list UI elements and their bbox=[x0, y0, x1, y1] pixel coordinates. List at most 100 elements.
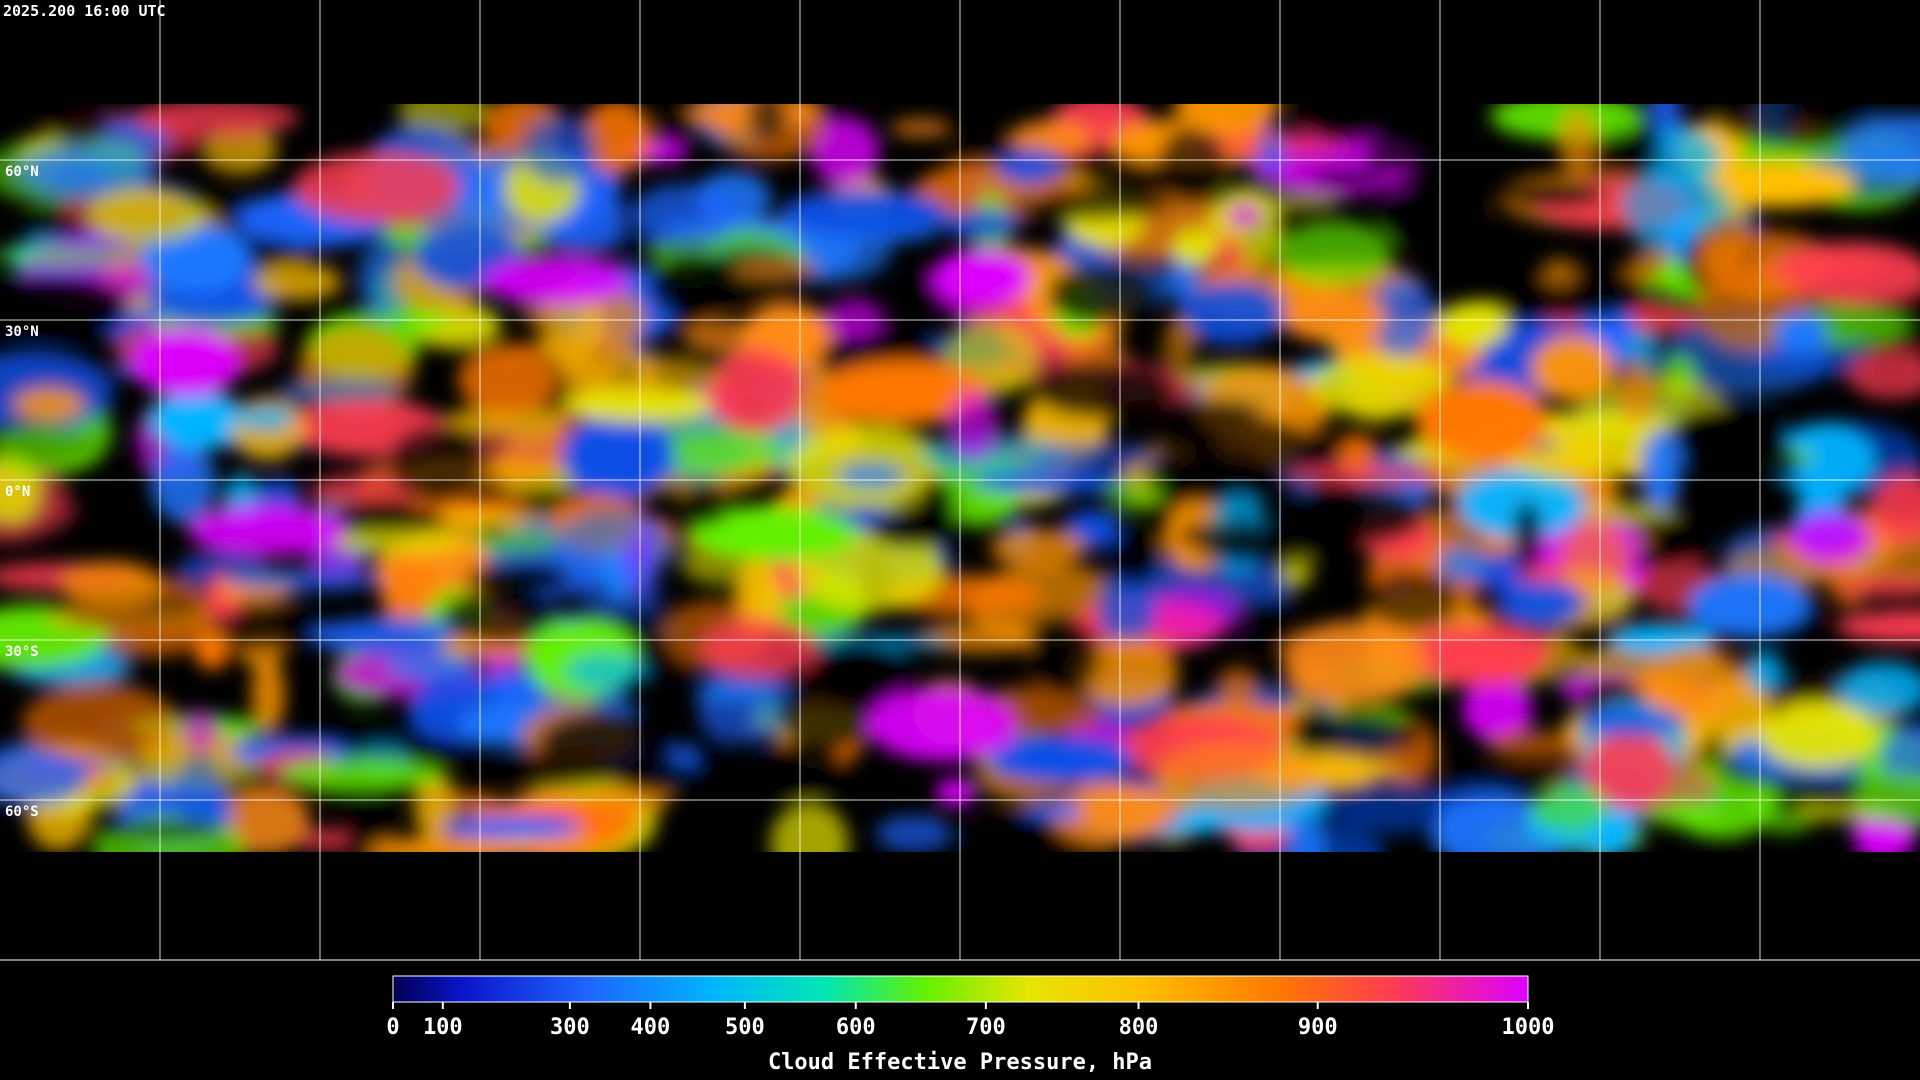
cloud-patch bbox=[0, 742, 89, 807]
lat-label: 0°N bbox=[5, 484, 30, 500]
cloud-patch bbox=[1032, 360, 1173, 419]
cloud-patch bbox=[915, 477, 956, 548]
cloud-patch bbox=[86, 187, 206, 243]
lat-label: 30°S bbox=[5, 644, 39, 660]
cloud-patch bbox=[997, 149, 1064, 184]
cloud-patch bbox=[1791, 513, 1873, 566]
cloud-patch bbox=[1456, 468, 1586, 540]
cloud-patch bbox=[276, 379, 404, 403]
cloud-patch bbox=[1294, 104, 1396, 144]
colorbar-tick-label: 800 bbox=[1119, 1015, 1159, 1040]
cloud-patch bbox=[875, 814, 953, 852]
cloud-patch bbox=[1156, 415, 1324, 493]
cloud-patch bbox=[1216, 667, 1259, 702]
cloud-patch bbox=[1558, 106, 1597, 176]
lat-label: 60°S bbox=[5, 804, 39, 820]
cloud-patch bbox=[681, 480, 729, 527]
cloud-patch bbox=[0, 425, 97, 476]
cloud-patch bbox=[59, 560, 164, 608]
cloud-patch bbox=[173, 753, 227, 831]
cloud-patch bbox=[324, 528, 467, 555]
cloud-patch bbox=[442, 406, 570, 436]
cloud-patch bbox=[366, 836, 529, 852]
cloud-patch bbox=[551, 509, 675, 586]
cloud-patch bbox=[1435, 767, 1584, 785]
cloud-patch bbox=[17, 144, 159, 200]
lat-label: 30°N bbox=[5, 324, 39, 340]
colorbar-tick-label: 0 bbox=[386, 1015, 399, 1040]
lat-label: 60°N bbox=[5, 164, 39, 180]
cloud-patch bbox=[134, 104, 299, 137]
colorbar-tick-label: 700 bbox=[966, 1015, 1006, 1040]
cloud-patch bbox=[732, 257, 820, 281]
cloud-patch bbox=[482, 255, 630, 306]
colorbar-title: Cloud Effective Pressure, hPa bbox=[768, 1050, 1152, 1075]
cloud-patch bbox=[700, 618, 819, 680]
colorbar-ticks: 0 100 300 400 500 600 700 800 900 1000 bbox=[386, 1002, 1554, 1040]
cloud-patch bbox=[1308, 354, 1453, 419]
cloud-patch bbox=[520, 114, 598, 183]
cloud-patch bbox=[1197, 534, 1334, 564]
cloud-patch bbox=[777, 676, 883, 750]
cloud-patch bbox=[1640, 429, 1682, 511]
cloud-patch bbox=[442, 588, 560, 645]
cloud-patch bbox=[537, 710, 676, 783]
cloud-patch bbox=[1077, 786, 1180, 832]
cloud-patch bbox=[866, 687, 1019, 762]
cloud-patch bbox=[696, 661, 796, 743]
cloud-patch bbox=[1773, 310, 1829, 355]
cloud-patch bbox=[1462, 678, 1533, 742]
cloud-patch bbox=[1274, 220, 1394, 286]
cloud-patch bbox=[687, 505, 858, 562]
cloud-patch bbox=[1232, 599, 1296, 617]
cloud-patch bbox=[1702, 161, 1856, 208]
cloud-patch bbox=[1512, 501, 1543, 573]
cloud-patch bbox=[1415, 380, 1549, 462]
cloud-patch bbox=[1838, 575, 1920, 599]
cloud-patch bbox=[1837, 661, 1920, 717]
cloud-patch bbox=[278, 758, 447, 791]
colorbar-tick-label: 500 bbox=[725, 1015, 765, 1040]
cloud-patch bbox=[560, 413, 675, 499]
cloud-patch bbox=[1157, 125, 1227, 204]
cloud-patch bbox=[1009, 120, 1091, 156]
cloud-patch bbox=[1531, 335, 1615, 402]
cloud-patch bbox=[972, 470, 1134, 495]
cloud-patch bbox=[12, 386, 85, 421]
cloud-patch bbox=[1363, 131, 1474, 178]
cloud-patch bbox=[948, 390, 999, 462]
cloud-patch bbox=[131, 328, 242, 397]
cloud-patch bbox=[990, 736, 1135, 785]
cloud-patch bbox=[150, 443, 217, 523]
cloud-patch bbox=[1364, 572, 1461, 629]
colorbar-tick-label: 300 bbox=[550, 1015, 590, 1040]
cloud-patch bbox=[1644, 802, 1726, 828]
cloud-patch bbox=[1369, 275, 1436, 357]
cloud-patch bbox=[309, 617, 472, 655]
cloud-patch bbox=[147, 390, 247, 451]
cloud-patch bbox=[1852, 773, 1920, 826]
cloud-patch bbox=[1686, 572, 1810, 636]
cloud-patch bbox=[1163, 316, 1197, 367]
cloud-patch bbox=[1559, 523, 1630, 596]
cloud-patch bbox=[649, 252, 740, 319]
cloud-patch bbox=[1846, 348, 1920, 400]
cloud-patch bbox=[770, 802, 849, 852]
cloud-patch bbox=[458, 343, 557, 416]
cloud-patch bbox=[447, 794, 499, 816]
cloud-patch bbox=[1871, 471, 1920, 544]
cloud-patch bbox=[1255, 130, 1288, 177]
timestamp: 2025.200 16:00 UTC bbox=[3, 2, 166, 20]
cloud-patch bbox=[1028, 617, 1101, 697]
cloud-patch bbox=[1176, 281, 1287, 346]
cloud-patch bbox=[781, 188, 949, 237]
cloud-patch bbox=[1152, 740, 1322, 810]
cloud-patch bbox=[1280, 292, 1387, 343]
cloud-patch bbox=[344, 806, 396, 852]
cloud-patch bbox=[180, 709, 221, 753]
cloud-patch bbox=[1030, 442, 1160, 472]
cloud-patch bbox=[1771, 105, 1824, 124]
cloud-patch bbox=[1438, 301, 1508, 347]
cloud-patch bbox=[1047, 263, 1159, 325]
cloud-patch bbox=[1486, 730, 1583, 761]
